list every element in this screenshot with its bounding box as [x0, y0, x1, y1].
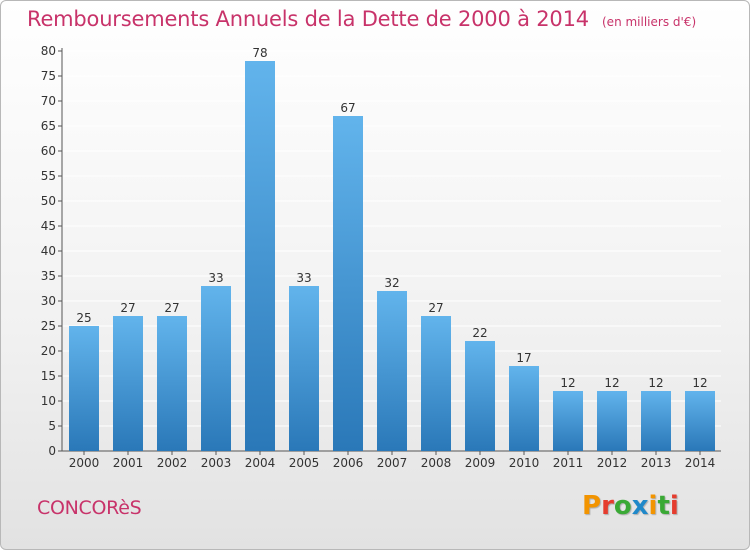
y-tick-label: 45	[41, 219, 56, 233]
y-tick-label: 10	[41, 394, 56, 408]
data-label: 12	[692, 376, 707, 390]
y-tick-label: 65	[41, 119, 56, 133]
bar	[509, 366, 539, 451]
y-tick-label: 60	[41, 144, 56, 158]
bars	[69, 61, 715, 451]
bar	[245, 61, 275, 451]
logo-letter: i	[669, 491, 679, 521]
y-tick-label: 30	[41, 294, 56, 308]
y-tick-label: 50	[41, 194, 56, 208]
y-tick-label: 25	[41, 319, 56, 333]
x-tick-label: 2010	[509, 456, 540, 470]
bar	[597, 391, 627, 451]
y-tick-label: 70	[41, 94, 56, 108]
commune-name: CONCORèS	[37, 497, 142, 519]
data-labels: 25 27 27 33 78 33 67 32 27 22 17 12 12 12 12	[76, 46, 707, 390]
bar	[201, 286, 231, 451]
data-label: 33	[208, 271, 223, 285]
data-label: 27	[428, 301, 443, 315]
x-tick-label: 2012	[597, 456, 628, 470]
proxiti-logo: Proxiti	[582, 491, 679, 521]
y-tick-label: 5	[48, 419, 56, 433]
data-label: 25	[76, 311, 91, 325]
data-label: 67	[340, 101, 355, 115]
y-tick-label: 40	[41, 244, 56, 258]
x-tick-label: 2005	[289, 456, 320, 470]
y-tick-label: 0	[48, 444, 56, 458]
x-tick-label: 2007	[377, 456, 408, 470]
bar	[157, 316, 187, 451]
bar	[641, 391, 671, 451]
bar	[553, 391, 583, 451]
data-label: 12	[648, 376, 663, 390]
bar	[289, 286, 319, 451]
logo-letter: i	[648, 491, 658, 521]
bar	[465, 341, 495, 451]
logo-letter: o	[613, 491, 632, 521]
bar	[421, 316, 451, 451]
x-tick-label: 2000	[69, 456, 100, 470]
logo-letter: r	[601, 491, 614, 521]
y-tick-label: 20	[41, 344, 56, 358]
axes: 0 5 10 15 20 25 30 35 40 45 50 55 60 65 70 75 80 2000 2001…	[41, 44, 721, 470]
x-tick-label: 2003	[201, 456, 232, 470]
logo-letter: P	[582, 491, 602, 521]
bar	[69, 326, 99, 451]
data-label: 32	[384, 276, 399, 290]
data-label: 12	[604, 376, 619, 390]
x-tick-label: 2006	[333, 456, 364, 470]
x-tick-label: 2013	[641, 456, 672, 470]
y-tick-label: 55	[41, 169, 56, 183]
x-tick-label: 2002	[157, 456, 188, 470]
y-tick-label: 35	[41, 269, 56, 283]
x-tick-label: 2004	[245, 456, 276, 470]
chart-unit-note: (en milliers d'€)	[602, 15, 697, 29]
data-label: 12	[560, 376, 575, 390]
x-tick-label: 2011	[553, 456, 584, 470]
data-label: 27	[164, 301, 179, 315]
x-tick-label: 2014	[685, 456, 716, 470]
y-tick-label: 75	[41, 69, 56, 83]
logo-letter: t	[657, 491, 670, 521]
x-tick-label: 2001	[113, 456, 144, 470]
y-tick-label: 80	[41, 44, 56, 58]
logo-letter: x	[631, 491, 649, 521]
data-label: 22	[472, 326, 487, 340]
data-label: 27	[120, 301, 135, 315]
bar	[113, 316, 143, 451]
chart-title: Remboursements Annuels de la Dette de 20…	[27, 7, 589, 31]
data-label: 33	[296, 271, 311, 285]
data-label: 17	[516, 351, 531, 365]
y-tick-label: 15	[41, 369, 56, 383]
bar	[685, 391, 715, 451]
data-label: 78	[252, 46, 267, 60]
x-tick-label: 2008	[421, 456, 452, 470]
x-tick-label: 2009	[465, 456, 496, 470]
bar	[377, 291, 407, 451]
title-block: Remboursements Annuels de la Dette de 20…	[27, 7, 696, 31]
bar	[333, 116, 363, 451]
